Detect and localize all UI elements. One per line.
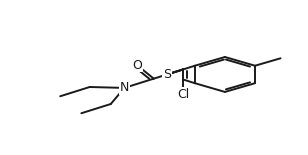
Text: Cl: Cl	[177, 88, 189, 101]
Text: S: S	[163, 68, 171, 81]
Text: N: N	[120, 81, 129, 94]
Text: O: O	[132, 59, 142, 72]
